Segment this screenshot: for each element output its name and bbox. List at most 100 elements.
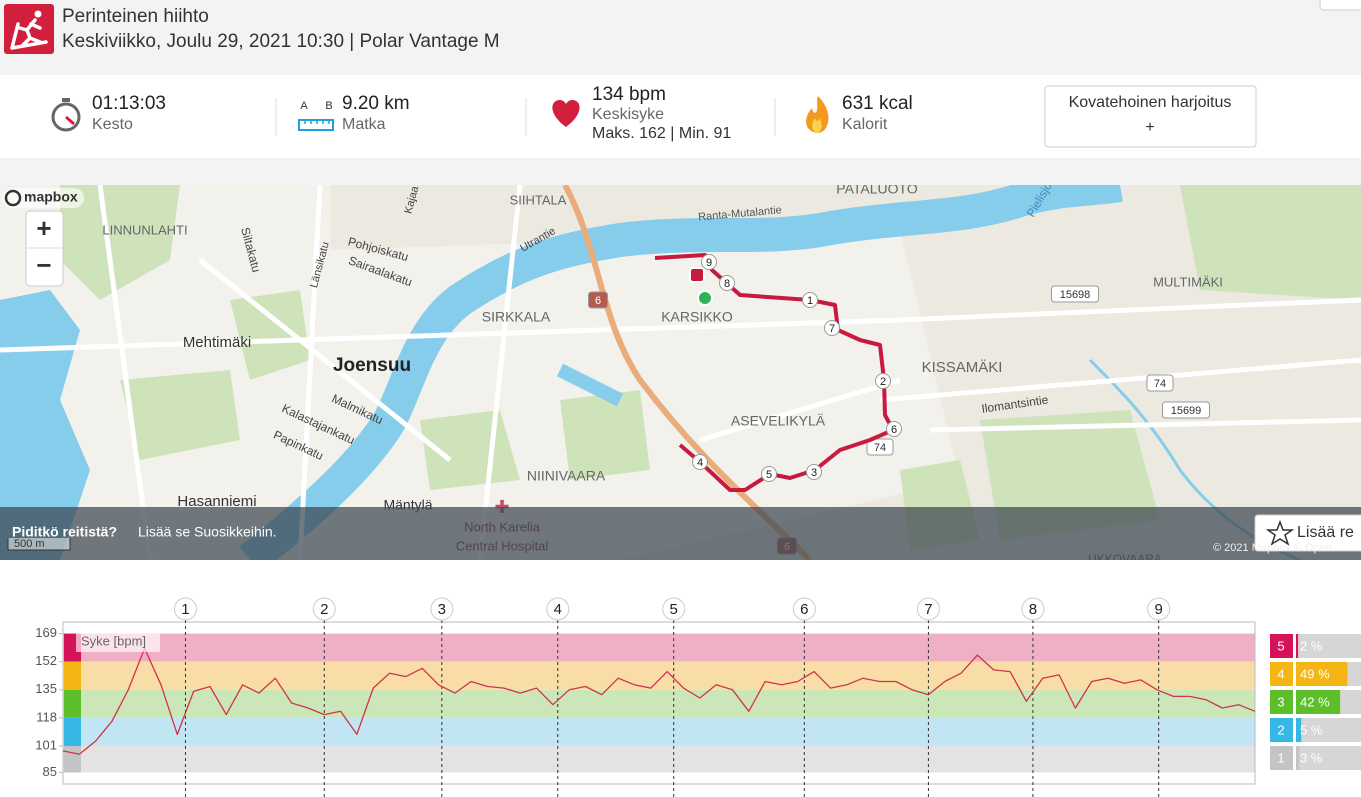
road-shield <box>866 438 894 456</box>
y-tick-label: 85 <box>43 764 57 779</box>
road <box>699 377 901 443</box>
zone-percent: 42 % <box>1300 694 1330 709</box>
zone-number: 2 <box>1277 722 1284 737</box>
zone-marker <box>64 661 81 690</box>
road-shield <box>1051 285 1099 303</box>
logo-mark <box>4 189 22 207</box>
training-benefit-button[interactable] <box>1044 85 1257 148</box>
series-label-bg <box>76 632 160 652</box>
lap-label: 5 <box>670 601 678 618</box>
zone-number-box <box>1270 634 1293 658</box>
route-marker <box>806 464 822 480</box>
river-branch <box>556 363 624 407</box>
zone-marker <box>64 745 81 773</box>
park <box>60 185 180 300</box>
flame-inner <box>812 118 822 133</box>
map-label: SIRKKALA <box>482 309 551 325</box>
lap-label: 2 <box>320 601 328 618</box>
stopwatch-icon <box>51 98 81 132</box>
stat-detail: Maks. 162 | Min. 91 <box>592 125 731 142</box>
banner-question: Piditkö reitistä? <box>12 524 117 540</box>
road-shield <box>1162 401 1210 419</box>
route-marker-label: 8 <box>724 278 730 290</box>
zone-percent: 5 % <box>1300 722 1323 737</box>
route <box>654 253 895 492</box>
zone-band <box>63 717 1255 746</box>
favorite-button-label: Lisää re <box>1297 524 1354 541</box>
route-marker <box>719 275 735 291</box>
lap-marker <box>792 597 816 621</box>
stat-value: 01:13:03 <box>92 93 166 114</box>
heart-rate-chart: 85 101 118 135 152 169 1 2 3 4 5 6 7 8 9 Syke [bpm] 5 2 %… <box>35 597 1361 797</box>
zone-number-box <box>1270 718 1293 742</box>
stat-value: 134 bpm <box>592 84 666 105</box>
zone-bar <box>1296 746 1300 770</box>
lap-marker <box>662 597 686 621</box>
zone-bar <box>1296 718 1302 742</box>
ruler-icon <box>298 119 334 131</box>
stop-marker <box>689 267 705 283</box>
flame-icon <box>806 96 829 133</box>
map: SIIHTALAPATALUOTORanta-MutalantieLINNUNL… <box>0 185 1361 560</box>
banner-action[interactable]: Lisää se Suosikkeihin. <box>138 524 277 540</box>
zone-band <box>63 689 1255 718</box>
lap-marker <box>430 597 454 621</box>
park <box>230 290 310 380</box>
stat-label: Kalorit <box>842 116 888 133</box>
route-marker-label: 4 <box>697 457 703 469</box>
series-label: Syke [bpm] <box>81 633 146 648</box>
route-marker-label: 3 <box>811 467 817 479</box>
zone-percent: 3 % <box>1300 750 1323 765</box>
route-marker-label: 9 <box>706 257 712 269</box>
zone-marker <box>64 689 81 718</box>
lap-marker <box>1147 597 1171 621</box>
zone-bar-bg <box>1296 718 1361 742</box>
star-icon <box>1265 519 1295 546</box>
route-marker <box>692 454 708 470</box>
lap-marker <box>312 597 336 621</box>
road-shield-label: 15698 <box>1060 289 1091 301</box>
heart-rate-line <box>62 647 1256 755</box>
lake <box>0 290 90 560</box>
zone-percent: 2 % <box>1300 638 1323 653</box>
road-shield <box>1146 374 1174 392</box>
road-shield <box>588 291 608 309</box>
lap-label: 1 <box>181 601 189 618</box>
zoom-out[interactable]: − <box>36 250 51 280</box>
button-label: Kovatehoinen harjoitus <box>1069 94 1232 111</box>
top-button[interactable] <box>1319 0 1361 11</box>
road-shield-label: 74 <box>1154 378 1166 390</box>
zone-band <box>63 633 1255 662</box>
route-marker <box>761 466 777 482</box>
river <box>239 185 1123 560</box>
park <box>560 390 650 480</box>
lap-label: 6 <box>800 601 808 618</box>
zone-bar-bg <box>1296 746 1361 770</box>
zone-bar <box>1296 662 1348 686</box>
ruler-ticks <box>304 120 330 124</box>
map-label: SIIHTALA <box>510 192 567 207</box>
zone-band <box>63 745 1255 773</box>
route-marker-label: 5 <box>766 469 772 481</box>
plot-frame <box>62 621 1256 785</box>
road <box>198 258 452 462</box>
icon-letter: A <box>300 100 308 112</box>
zone-number: 5 <box>1277 638 1284 653</box>
zone-bar <box>1296 634 1299 658</box>
map-label: LINNUNLAHTI <box>102 222 187 237</box>
route-marker <box>802 292 818 308</box>
map-label: ASEVELIKYLÄ <box>731 413 826 429</box>
lap-label: 4 <box>554 601 562 618</box>
road-shield-label: 15699 <box>1171 405 1202 417</box>
favorite-banner <box>0 507 1361 560</box>
y-tick-label: 135 <box>35 681 57 696</box>
zoom-in[interactable]: + <box>36 213 51 243</box>
stat-label: Keskisyke <box>592 106 664 123</box>
park <box>120 370 240 460</box>
route-marker-label: 1 <box>807 295 813 307</box>
road <box>97 185 153 560</box>
zone-number-box <box>1270 690 1293 714</box>
zone-marker <box>64 717 81 746</box>
lap-marker <box>1021 597 1045 621</box>
